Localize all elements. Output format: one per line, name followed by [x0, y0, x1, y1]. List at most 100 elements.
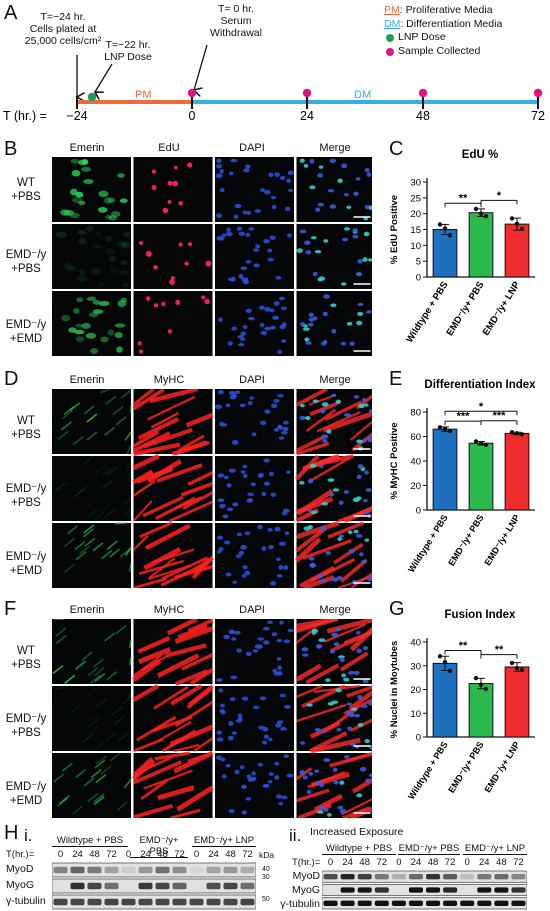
column-header-myhc: MyHC	[134, 374, 204, 386]
time-label: 48	[356, 857, 373, 869]
edu-nucleus	[175, 300, 180, 305]
column-header-merge: Merge	[300, 604, 370, 616]
bar	[433, 429, 457, 510]
chart-title: EdU %	[462, 149, 498, 161]
tile-background	[52, 523, 131, 588]
blot-band	[494, 887, 508, 892]
emerin-nucleus	[63, 210, 74, 216]
dapi-nucleus	[263, 627, 270, 630]
microscopy-tile	[134, 753, 213, 818]
blot-i-band-labels: MyoD MyoG γ-tubulin	[6, 861, 46, 909]
time-label: 24	[476, 857, 493, 869]
dapi-nucleus	[248, 401, 253, 405]
emerin-nucleus	[116, 346, 123, 352]
tick-label-48: 48	[416, 109, 430, 123]
tick-label-minus24: −24	[66, 109, 87, 123]
dapi-nucleus	[245, 164, 250, 168]
merge-nucleus	[306, 250, 312, 254]
row-label-line1: EMD⁻/y	[4, 248, 48, 262]
blot-band	[477, 887, 491, 892]
merge-nucleus	[315, 250, 321, 253]
merge-nucleus	[309, 563, 316, 568]
dapi-nucleus	[234, 631, 241, 635]
merge-nucleus	[356, 321, 362, 325]
dapi-nucleus	[269, 472, 274, 477]
merge-nucleus	[363, 646, 369, 650]
merge-nucleus	[317, 173, 323, 178]
merge-nucleus	[314, 770, 319, 773]
merge-nucleus	[330, 303, 336, 307]
microscopy-tile	[52, 523, 131, 588]
merge-nucleus	[331, 700, 338, 703]
image-grid-b	[52, 157, 372, 356]
merge-nucleus	[356, 631, 361, 634]
dapi-nucleus	[249, 396, 253, 399]
microscopy-tile	[134, 523, 213, 588]
blot-band	[71, 883, 85, 889]
dapi-nucleus	[268, 780, 273, 783]
blot-ii-group-2: EMD⁻/y+ PBS	[398, 843, 460, 855]
dapi-nucleus	[254, 209, 260, 213]
merge-nucleus	[354, 395, 359, 399]
microscopy-tile	[52, 157, 131, 222]
merge-nucleus	[354, 671, 360, 675]
blot-band	[324, 874, 338, 879]
merge-nucleus	[352, 235, 358, 239]
blot-i	[52, 862, 256, 910]
emerin-nucleus	[111, 211, 120, 217]
emerin-nucleus	[73, 308, 79, 314]
blot-band	[156, 867, 170, 873]
merge-nucleus	[357, 695, 362, 700]
microscopy-tile	[215, 619, 294, 684]
emerin-nucleus	[78, 230, 87, 235]
emerin-nucleus	[78, 160, 88, 166]
time-label: 48	[222, 849, 239, 861]
panel-label-b: B	[4, 138, 17, 161]
dapi-nucleus	[264, 482, 270, 486]
dapi-nucleus	[226, 232, 233, 236]
lnp-dose-dot	[88, 93, 96, 101]
merge-nucleus	[318, 276, 325, 281]
chart-title: Differentiation Index	[424, 379, 536, 391]
dapi-nucleus	[287, 774, 294, 778]
merge-nucleus	[328, 478, 335, 482]
row-label-line2: +PBS	[4, 190, 48, 204]
blot-band	[477, 874, 491, 879]
dapi-nucleus	[219, 422, 224, 427]
dapi-nucleus	[238, 343, 244, 346]
dapi-nucleus	[245, 531, 251, 535]
significance-label: *	[479, 401, 484, 413]
merge-nucleus	[323, 294, 330, 298]
merge-nucleus	[339, 501, 344, 505]
microscopy-tile	[297, 686, 373, 751]
panel-h-sub-i: i.	[24, 826, 33, 846]
dapi-nucleus	[246, 499, 252, 503]
blot-band	[105, 899, 119, 905]
edu-nucleus	[161, 302, 165, 306]
edu-nucleus	[187, 162, 192, 167]
merge-nucleus	[305, 416, 310, 420]
dapi-nucleus	[253, 706, 259, 709]
blot-band	[477, 901, 491, 906]
blot-band	[341, 901, 355, 906]
dapi-nucleus	[258, 763, 264, 767]
dapi-nucleus	[223, 635, 230, 639]
dapi-nucleus	[264, 735, 269, 739]
blot-band	[341, 887, 355, 892]
dapi-nucleus	[272, 205, 276, 209]
blot-band	[207, 883, 221, 889]
merge-nucleus	[352, 228, 358, 232]
merge-nucleus	[341, 673, 346, 677]
dapi-nucleus	[222, 234, 226, 238]
band-label-tubulin: γ-tubulin	[6, 893, 46, 909]
blot-band	[358, 874, 372, 879]
emerin-nucleus	[120, 199, 128, 203]
merge-nucleus	[316, 646, 321, 649]
merge-nucleus	[321, 502, 328, 505]
microscopy-tile	[134, 224, 213, 289]
merge-nucleus	[337, 806, 343, 810]
merge-nucleus	[300, 741, 305, 744]
emerin-nucleus	[93, 309, 103, 314]
